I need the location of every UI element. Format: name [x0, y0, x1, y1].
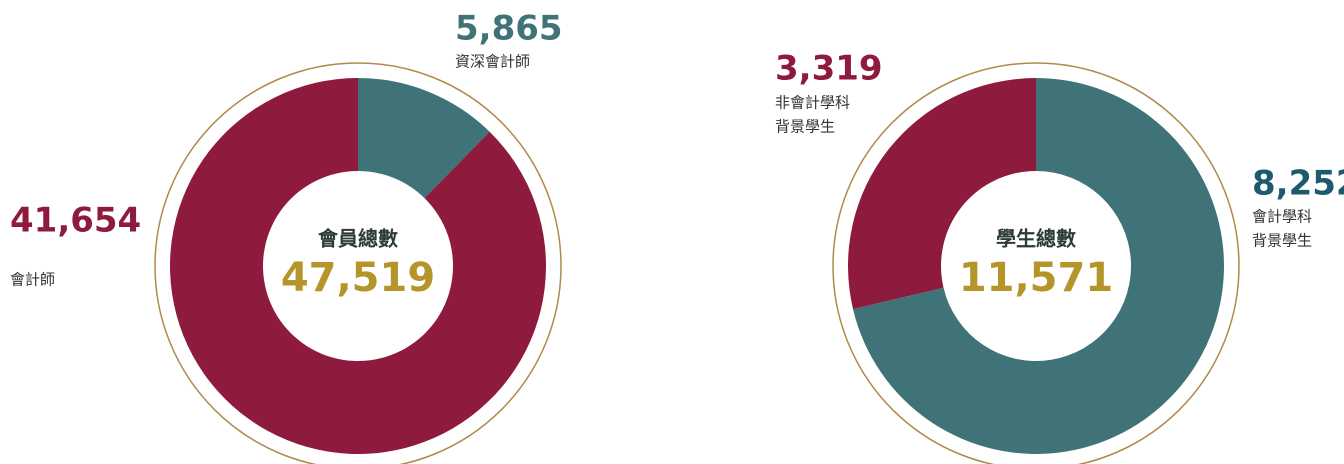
total-label: 11,571: [959, 255, 1113, 301]
value-label: 3,319: [775, 49, 883, 89]
donut-segment: [847, 78, 1036, 310]
category-label: 會計師: [10, 271, 55, 289]
center-label: 學生總數: [996, 227, 1076, 251]
outer-ring: [154, 62, 562, 464]
value-label: 5,865: [455, 9, 563, 49]
category-label: 非會計學科: [775, 94, 850, 112]
donut-segment: [169, 78, 546, 454]
category-label: 背景學生: [1252, 232, 1312, 250]
center-label: 會員總數: [318, 227, 398, 251]
category-label: 資深會計師: [455, 53, 530, 71]
category-label: 會計學科: [1252, 208, 1312, 226]
category-label: 背景學生: [775, 118, 835, 136]
value-label: 8,252: [1252, 164, 1344, 204]
donut-segment: [853, 78, 1224, 455]
total-label: 47,519: [281, 255, 435, 301]
donut-segment: [358, 78, 490, 199]
value-label: 41,654: [10, 201, 141, 241]
outer-ring: [832, 62, 1240, 464]
